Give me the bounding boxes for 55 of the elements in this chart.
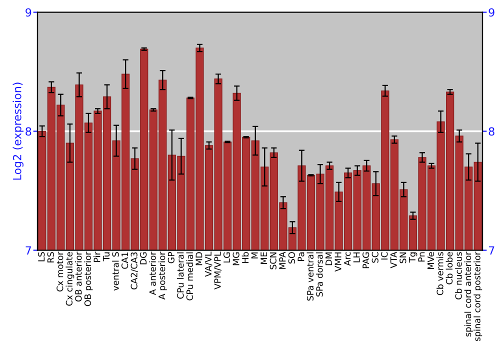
- x-tick-label: CPu lateral: [176, 252, 184, 299]
- x-tick-label: A posterior: [158, 252, 167, 300]
- y-tick-label: 7: [26, 246, 31, 254]
- x-tick-label: ventral S: [112, 252, 119, 291]
- x-tick-label: Pir: [94, 252, 100, 262]
- x-tick-label: LG: [223, 252, 230, 262]
- x-tick-label: VTA: [390, 252, 397, 268]
- x-tick-label: LS: [38, 252, 45, 262]
- x-tick-label: Cb nucleus: [455, 252, 462, 300]
- x-tick-label: MG: [232, 252, 240, 266]
- x-tick-label: Pa: [298, 252, 304, 262]
- x-tick-label: SCN: [270, 252, 276, 270]
- y-axis-title: Log2 (expression): [12, 82, 24, 180]
- x-tick-label: spinal cord anterior: [464, 252, 473, 336]
- x-tick-label: OB anterior: [74, 252, 82, 302]
- x-tick-label: Tg: [409, 252, 418, 263]
- x-tick-label: Cx cingulate: [66, 252, 74, 306]
- x-tick-label: LH: [353, 252, 360, 262]
- x-tick-label: Cb lobe: [446, 252, 453, 284]
- x-tick-label: IC: [381, 252, 388, 260]
- y2-tick-label: 9: [488, 8, 494, 17]
- x-tick-label: PAG: [362, 252, 370, 268]
- x-tick-label: DG: [140, 252, 147, 264]
- x-tick-label: Pn: [418, 252, 425, 262]
- x-tick-label: VMH: [334, 252, 342, 272]
- x-tick-label: SO: [288, 252, 295, 264]
- x-tick-label: GP: [168, 252, 174, 264]
- y2-tick-label: 8: [488, 127, 494, 136]
- x-tick-label: MD: [196, 252, 202, 266]
- x-tick-label: CA2/CA3: [130, 252, 138, 290]
- x-tick-label: SPa ventral: [306, 252, 314, 301]
- x-tick-label: OB posterior: [84, 252, 93, 306]
- y2-tick-label: 7: [488, 246, 494, 254]
- x-tick-label: DM: [326, 252, 332, 266]
- x-tick-label: ME: [260, 252, 268, 264]
- x-tick-label: Cb vermis: [436, 252, 444, 296]
- x-tick-label: M: [251, 252, 258, 258]
- x-tick-label: Hb: [242, 252, 249, 263]
- x-tick-label: CA1: [121, 252, 128, 269]
- y-tick-label: 9: [26, 8, 32, 17]
- y-tick-label: 8: [26, 127, 32, 136]
- x-tick-label: SN: [400, 252, 406, 264]
- x-tick-label: MPA: [279, 252, 286, 270]
- x-tick-label: CPu medial: [186, 252, 194, 300]
- x-tick-label: Arc: [344, 252, 351, 266]
- x-tick-label: SPa dorsal: [316, 252, 323, 296]
- x-tick-label: MVe: [428, 252, 434, 270]
- x-tick-label: A anterior: [149, 252, 156, 296]
- x-tick-label: VPM/VPL: [214, 252, 222, 290]
- x-tick-label: RS: [47, 252, 54, 262]
- x-tick-label: VA/VL: [205, 252, 212, 277]
- x-tick-label: Cx motor: [56, 252, 64, 292]
- x-tick-label: SC: [372, 252, 378, 263]
- x-tick-label: Tu: [103, 252, 110, 262]
- x-tick-label: spinal cord posterior: [474, 252, 482, 342]
